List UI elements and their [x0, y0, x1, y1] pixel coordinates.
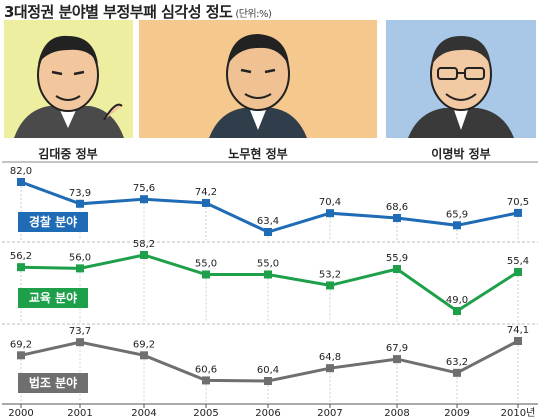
value-label-s2-5: 64,8 [319, 352, 341, 363]
x-tick-label-5: 2007 [317, 408, 342, 418]
point-s0-2 [140, 195, 148, 204]
value-label-s2-6: 67,9 [386, 343, 408, 354]
point-s1-6 [393, 265, 401, 273]
value-label-s0-0: 82,0 [10, 166, 32, 177]
value-label-s0-5: 70,4 [319, 197, 341, 208]
point-s1-4 [264, 270, 272, 279]
point-s1-0 [17, 263, 25, 272]
portrait-lee-illustration [386, 20, 536, 138]
point-s1-8 [514, 268, 522, 277]
value-label-s0-1: 73,9 [69, 188, 91, 199]
value-label-s1-0: 56,2 [10, 251, 32, 262]
point-s0-5 [326, 209, 334, 218]
chart-title: 3대정권 분야별 부정부패 심각성 정도 (단위:%) [4, 1, 272, 22]
portrait-kim [4, 20, 133, 138]
value-label-s1-1: 56,0 [69, 252, 91, 263]
value-label-s1-7: 49,0 [446, 295, 468, 306]
portrait-kim-illustration [4, 20, 133, 138]
x-tick-label-0: 2000 [8, 408, 33, 418]
value-label-s0-7: 65,9 [446, 209, 468, 220]
point-s1-7 [453, 307, 461, 315]
value-label-s2-2: 69,2 [133, 339, 155, 350]
series-label-box-0 [18, 212, 88, 232]
point-s0-4 [264, 228, 272, 236]
point-s1-1 [76, 264, 84, 273]
series-label-box-1 [18, 288, 88, 308]
x-tick-label-8: 2010년 [501, 407, 536, 418]
point-s0-7 [453, 221, 461, 230]
point-s2-0 [17, 351, 25, 360]
x-tick-label-7: 2009 [444, 408, 469, 418]
portrait-roh [139, 20, 377, 138]
value-label-s1-4: 55,0 [257, 258, 279, 269]
value-label-s0-3: 74,2 [195, 187, 217, 198]
value-label-s0-6: 68,6 [386, 202, 408, 213]
x-tick-label-1: 2001 [67, 408, 92, 418]
point-s0-8 [514, 208, 522, 217]
portrait-label-kim: 김대중 정부 [38, 147, 98, 161]
point-s2-6 [393, 355, 401, 364]
point-s2-7 [453, 368, 461, 377]
value-label-s0-8: 70,5 [507, 197, 529, 208]
value-label-s2-4: 60,4 [257, 365, 279, 376]
value-label-s2-0: 69,2 [10, 339, 32, 350]
value-label-s2-3: 60,6 [195, 364, 217, 375]
x-tick-label-3: 2005 [193, 408, 218, 418]
value-label-s0-4: 63,4 [257, 216, 279, 227]
chart-title-text: 3대정권 분야별 부정부패 심각성 정도 [4, 3, 233, 21]
point-s0-3 [202, 198, 210, 207]
point-s2-4 [264, 377, 272, 385]
portrait-label-roh: 노무현 정부 [228, 147, 288, 161]
point-s0-6 [393, 214, 401, 223]
value-label-s0-2: 75,6 [133, 183, 155, 194]
value-label-s1-3: 55,0 [195, 258, 217, 269]
value-label-s2-8: 74,1 [507, 325, 529, 336]
value-label-s1-6: 55,9 [386, 253, 408, 264]
portrait-roh-illustration [139, 20, 377, 138]
point-s2-5 [326, 364, 334, 373]
point-s2-3 [202, 376, 210, 385]
point-s1-3 [202, 270, 210, 279]
series-label-0: 경찰 분야 [29, 214, 77, 229]
unit-label: (단위:%) [235, 9, 272, 20]
value-label-s2-1: 73,7 [69, 326, 91, 337]
point-s2-2 [140, 351, 148, 360]
point-s0-0 [17, 178, 25, 186]
x-tick-label-2: 2004 [131, 408, 156, 418]
x-tick-label-4: 2006 [255, 408, 280, 418]
value-label-s2-7: 63,2 [446, 357, 468, 368]
series-label-box-2 [18, 373, 88, 393]
series-label-2: 법조 분야 [29, 375, 77, 390]
value-label-s1-2: 58,2 [133, 239, 155, 250]
point-s0-1 [76, 199, 84, 208]
x-tick-label-6: 2008 [384, 408, 409, 418]
portrait-label-lee: 이명박 정부 [431, 147, 491, 161]
point-s2-8 [514, 337, 522, 345]
portrait-lee [386, 20, 536, 138]
point-s1-2 [140, 251, 148, 259]
series-label-1: 교육 분야 [29, 290, 77, 305]
value-label-s1-8: 55,4 [507, 256, 529, 267]
point-s1-5 [326, 281, 334, 290]
value-label-s1-5: 53,2 [319, 269, 341, 280]
point-s2-1 [76, 338, 84, 347]
